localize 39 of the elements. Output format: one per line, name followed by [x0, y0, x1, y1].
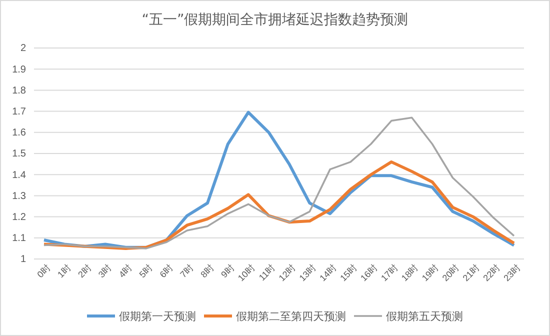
- y-tick-label: 1.2: [12, 212, 26, 223]
- x-tick-label: 15时: [338, 262, 359, 284]
- chart-title: “五一”假期期间全市拥堵延迟指数趋势预测: [142, 12, 408, 28]
- x-tick-label: 14时: [318, 262, 338, 284]
- y-tick-label: 1.3: [12, 190, 26, 202]
- x-tick-label: 13时: [297, 262, 318, 284]
- x-tick-label: 9时: [219, 262, 236, 280]
- x-tick-label: 20时: [440, 262, 461, 284]
- x-tick-label: 0时: [35, 262, 52, 280]
- x-tick-label: 17时: [379, 262, 400, 284]
- y-tick-label: 1.7: [12, 106, 26, 118]
- y-tick-label: 1: [20, 254, 26, 266]
- x-tick-label: 6时: [158, 262, 175, 280]
- x-tick-label: 16时: [358, 262, 380, 284]
- x-tick-label: 21时: [460, 262, 482, 284]
- x-tick-label: 19时: [420, 262, 440, 284]
- y-tick-label: 1.8: [12, 85, 26, 96]
- x-tick-label: 4时: [116, 262, 134, 280]
- legend-label: 假期第一天预测: [119, 310, 196, 323]
- y-tick-label: 1.1: [12, 233, 26, 244]
- y-tick-label: 2: [20, 43, 26, 54]
- x-tick-label: 1时: [56, 262, 73, 280]
- x-tick-label: 23时: [502, 262, 522, 284]
- y-tick-label: 1.4: [12, 170, 26, 181]
- x-tick-label: 3时: [96, 262, 114, 280]
- x-tick-label: 5时: [137, 262, 154, 280]
- x-tick-label: 22时: [481, 262, 502, 284]
- x-tick-label: 18时: [400, 262, 420, 284]
- x-tick-label: 2时: [76, 262, 94, 280]
- y-tick-label: 1.5: [12, 148, 26, 160]
- legend-label: 假期第五天预测: [386, 310, 463, 323]
- x-tick-label: 10时: [236, 262, 257, 284]
- y-tick-label: 1.9: [12, 64, 26, 76]
- legend-label: 假期第二至第四天预测: [236, 310, 346, 323]
- x-tick-label: 12时: [276, 262, 298, 284]
- x-tick-label: 8时: [198, 262, 216, 280]
- y-tick-label: 1.6: [12, 128, 26, 139]
- x-tick-label: 7时: [178, 262, 196, 280]
- x-tick-label: 11时: [256, 262, 277, 283]
